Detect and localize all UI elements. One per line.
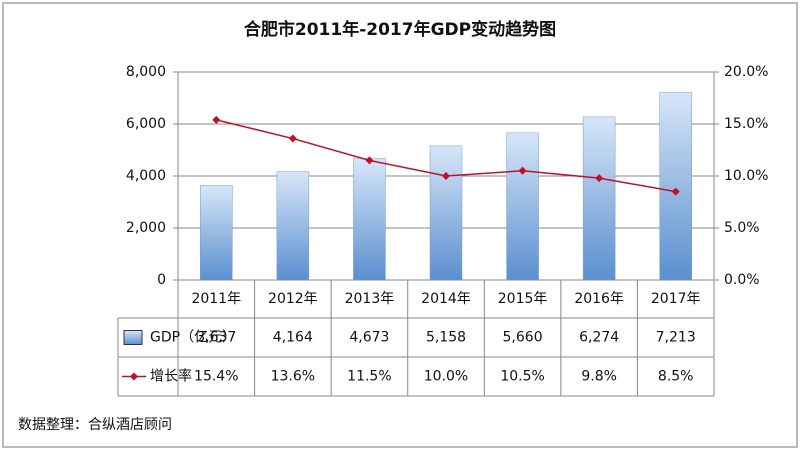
chart-title: 合肥市2011年-2017年GDP变动趋势图 <box>244 19 556 40</box>
table-value: 15.4% <box>194 369 238 385</box>
x-tick-label: 2017年 <box>651 291 701 307</box>
bar <box>276 171 310 281</box>
table-value: 4,164 <box>273 330 313 346</box>
legend-marker <box>130 372 138 381</box>
table-value: 8.5% <box>658 369 694 385</box>
x-tick-label: 2013年 <box>345 291 395 307</box>
y-tick-label: 6,000 <box>126 116 166 132</box>
x-tick-label: 2014年 <box>421 291 471 307</box>
legend-label: 增长率 <box>150 368 192 385</box>
table-value: 9.8% <box>581 369 617 385</box>
bar <box>200 185 233 281</box>
bar <box>506 132 539 281</box>
line-marker <box>671 187 680 196</box>
legend-swatch <box>123 330 143 345</box>
table-value: 5,158 <box>426 330 466 346</box>
y2-tick-label: 15.0% <box>724 116 768 132</box>
y-tick-label: 2,000 <box>126 220 166 236</box>
table-value: 10.5% <box>500 369 544 385</box>
x-tick-label: 2015年 <box>498 291 548 307</box>
legend-label: GDP（亿元） <box>150 330 236 346</box>
table-value: 11.5% <box>347 369 391 385</box>
table-value: 4,673 <box>349 330 389 346</box>
y2-tick-label: 5.0% <box>724 220 760 236</box>
table-value: 3,637 <box>196 330 236 346</box>
table-value: 5,660 <box>503 330 543 346</box>
line-marker <box>212 115 221 124</box>
line-marker <box>442 172 450 180</box>
y-tick-label: 8,000 <box>126 64 166 80</box>
y2-tick-label: 10.0% <box>724 168 768 184</box>
table-value: 6,274 <box>579 330 619 346</box>
table-value: 7,213 <box>656 330 696 346</box>
table-value: 10.0% <box>424 369 468 385</box>
bar <box>429 145 463 281</box>
y2-tick-label: 0.0% <box>724 272 760 288</box>
line-marker <box>288 134 297 143</box>
x-tick-label: 2011年 <box>191 291 241 307</box>
line-marker <box>518 166 527 175</box>
y-tick-label: 4,000 <box>126 168 166 184</box>
x-tick-label: 2016年 <box>574 291 624 307</box>
y-tick-label: 0 <box>157 272 166 288</box>
line-marker <box>595 174 604 183</box>
line-marker <box>365 156 374 165</box>
bar <box>353 158 386 281</box>
table-value: 13.6% <box>271 369 315 385</box>
x-tick-label: 2012年 <box>268 291 318 307</box>
source: 数据整理：合纵酒店顾问 <box>18 417 172 433</box>
y2-tick-label: 20.0% <box>724 64 768 80</box>
bar <box>582 116 616 281</box>
bar <box>659 92 692 281</box>
